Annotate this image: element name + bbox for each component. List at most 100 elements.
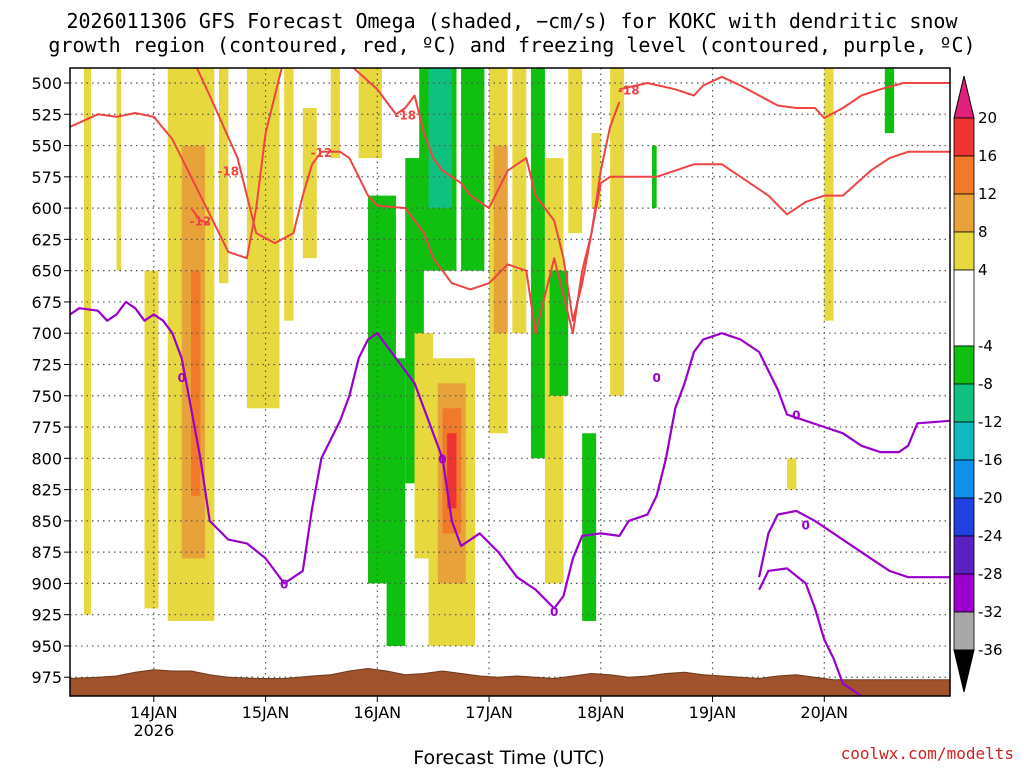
colorbar-tick--28: -28 xyxy=(978,565,1003,583)
ytick-label-575: 575 xyxy=(31,168,62,187)
omega-shading-layer xyxy=(83,68,895,646)
colorbar-tick-20: 20 xyxy=(978,109,997,127)
colorbar-tick--4: -4 xyxy=(978,337,993,355)
ytick-label-650: 650 xyxy=(31,262,62,281)
colorbar-bin-6 xyxy=(953,383,975,423)
ytick-label-950: 950 xyxy=(31,637,62,656)
colorbar-bin-10 xyxy=(953,535,975,575)
ytick-label-975: 975 xyxy=(31,668,62,687)
terrain-layer xyxy=(70,667,950,696)
freezing-contour-main xyxy=(70,300,950,610)
omega-cell-25 xyxy=(512,68,527,334)
omega-cell-30 xyxy=(582,433,597,621)
colorbar: 20 16 12 8 4 -4 -8 -12 -16 -20 -24 -28 -32 -36 xyxy=(953,75,1003,693)
colorbar-tick--12: -12 xyxy=(978,413,1003,431)
colorbar-tick-8: 8 xyxy=(978,223,988,241)
dgz-contour-2 xyxy=(619,75,950,119)
colorbar-tick-4: 4 xyxy=(978,261,988,279)
colorbar-bin-3 xyxy=(953,231,975,271)
ytick-label-550: 550 xyxy=(31,137,62,156)
colorbar-top-triangle xyxy=(953,75,975,119)
omega-cell-36 xyxy=(884,68,895,134)
omega-cell-21 xyxy=(447,433,457,509)
freezing-label-1: 0 xyxy=(280,577,288,591)
freezing-label-5: 0 xyxy=(792,409,800,423)
dgz-contour-1 xyxy=(352,68,621,322)
terrain-fill xyxy=(70,667,950,696)
dgz-label-3: -12 xyxy=(311,146,333,160)
dgz-contour-4 xyxy=(190,207,210,225)
ytick-label-925: 925 xyxy=(31,606,62,625)
xtick-label-0: 14JAN xyxy=(130,703,178,722)
omega-cell-11 xyxy=(358,68,382,159)
colorbar-bin-2 xyxy=(953,193,975,233)
colorbar-tick--8: -8 xyxy=(978,375,993,393)
colorbar-bin-9 xyxy=(953,497,975,537)
omega-cell-35 xyxy=(787,458,797,490)
ytick-label-750: 750 xyxy=(31,387,62,406)
ytick-label-525: 525 xyxy=(31,105,62,124)
plot-area: -18 -18 -18 -12 -12 0 0 0 0 0 0 0 xyxy=(70,68,950,696)
colorbar-bin-5 xyxy=(953,345,975,385)
colorbar-tick-16: 16 xyxy=(978,147,997,165)
dgz-label-4: -12 xyxy=(190,215,212,229)
colorbar-tick--24: -24 xyxy=(978,527,1003,545)
ytick-label-825: 825 xyxy=(31,481,62,500)
omega-cell-6 xyxy=(218,68,229,284)
xtick-label-4: 18JAN xyxy=(577,703,625,722)
colorbar-bin-11 xyxy=(953,573,975,613)
ytick-label-675: 675 xyxy=(31,293,62,312)
xtick-label-5: 19JAN xyxy=(689,703,737,722)
colorbar-bottom-triangle xyxy=(953,649,975,693)
omega-cell-1 xyxy=(116,68,122,271)
ytick-label-725: 725 xyxy=(31,355,62,374)
omega-cell-0 xyxy=(83,68,91,615)
colorbar-bin-1 xyxy=(953,155,975,195)
xtick-sublabel-0: 2026 xyxy=(133,721,174,740)
omega-cell-32 xyxy=(610,68,625,396)
omega-cell-15 xyxy=(414,333,434,559)
ytick-label-500: 500 xyxy=(31,74,62,93)
freezing-label-3: 0 xyxy=(550,605,558,619)
xtick-label-6: 20JAN xyxy=(800,703,848,722)
plot-frame xyxy=(69,67,951,697)
omega-cell-8 xyxy=(284,68,294,321)
omega-cell-2 xyxy=(144,270,159,609)
ytick-label-775: 775 xyxy=(31,418,62,437)
ytick-label-900: 900 xyxy=(31,574,62,593)
freezing-contour-3 xyxy=(758,567,863,696)
x-axis-label: Forecast Time (UTC) xyxy=(413,747,604,768)
freezing-label-6: 0 xyxy=(801,519,809,533)
ytick-label-875: 875 xyxy=(31,543,62,562)
omega-cell-10 xyxy=(330,68,341,159)
omega-cell-29 xyxy=(568,68,583,234)
freezing-level-layer: 0 0 0 0 0 0 0 xyxy=(70,300,950,696)
chart-title-line1: 2026011306 GFS Forecast Omega (shaded, −… xyxy=(66,9,958,33)
ytick-label-700: 700 xyxy=(31,324,62,343)
dgz-contours-layer: -18 -18 -18 -12 -12 xyxy=(70,68,950,335)
omega-cell-9 xyxy=(302,108,317,259)
ytick-label-625: 625 xyxy=(31,230,62,249)
omega-cell-5 xyxy=(191,270,201,496)
dgz-contour-3 xyxy=(195,68,950,335)
xtick-label-3: 17JAN xyxy=(465,703,513,722)
omega-cell-7 xyxy=(246,68,280,409)
colorbar-bin-7 xyxy=(953,421,975,461)
freezing-label-2: 0 xyxy=(438,452,446,466)
colorbar-bin-4 xyxy=(953,269,975,347)
colorbar-tick--36: -36 xyxy=(978,641,1003,659)
omega-cell-34 xyxy=(824,68,834,321)
credit-text: coolwx.com/modelts xyxy=(841,744,1014,763)
freezing-label-4: 0 xyxy=(652,371,660,385)
xtick-label-1: 15JAN xyxy=(242,703,290,722)
colorbar-tick--16: -16 xyxy=(978,451,1003,469)
omega-cell-31 xyxy=(591,133,601,209)
colorbar-bin-8 xyxy=(953,459,975,499)
dgz-label-1: -18 xyxy=(394,108,416,122)
ytick-label-600: 600 xyxy=(31,199,62,218)
dgz-contour-0 xyxy=(70,68,283,260)
freezing-label-0: 0 xyxy=(178,371,186,385)
omega-cell-17 xyxy=(428,68,452,209)
